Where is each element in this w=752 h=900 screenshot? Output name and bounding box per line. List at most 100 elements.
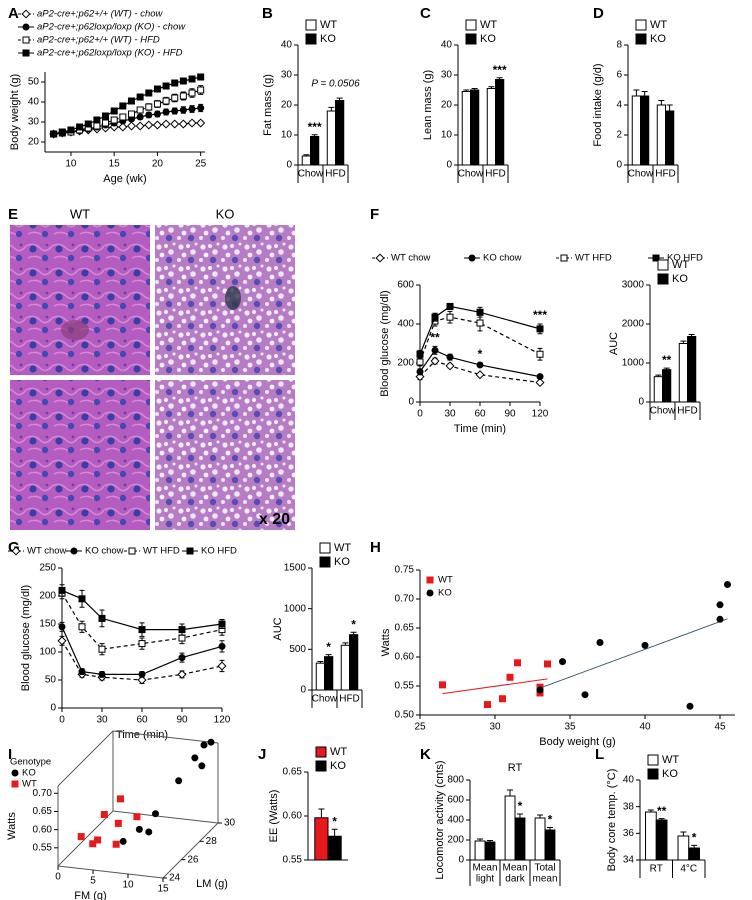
marker — [98, 670, 106, 678]
marker — [78, 595, 86, 603]
error-bar — [331, 828, 338, 837]
x-tick-label: 25 — [195, 159, 207, 170]
y-tick-label: 0 — [300, 685, 306, 696]
bar — [470, 89, 480, 166]
marker — [102, 112, 110, 120]
y-tick-label: 600 — [397, 280, 414, 291]
legend-swatch — [319, 556, 331, 568]
marker — [102, 119, 110, 127]
marker — [499, 695, 506, 703]
marker — [196, 118, 206, 128]
marker — [217, 661, 227, 671]
significance: *** — [533, 308, 547, 322]
histology-image — [10, 225, 150, 375]
marker — [171, 79, 179, 87]
histology-image — [155, 225, 295, 375]
y-tick-label: 3000 — [622, 280, 645, 291]
legend-label: KO — [672, 273, 688, 285]
bar — [474, 840, 486, 861]
box-edge — [162, 822, 219, 879]
marker — [119, 113, 127, 121]
x-tick-label: RT — [650, 864, 663, 875]
y-tick-label: 4 — [616, 100, 622, 111]
x-tick-label: HFD — [325, 169, 346, 180]
legend-swatch — [647, 768, 659, 780]
legend-swatch — [657, 259, 669, 271]
marker — [138, 670, 146, 678]
bar — [688, 847, 700, 861]
x-tick-label: 30 — [444, 409, 456, 420]
legend-label: WT — [650, 19, 667, 31]
magnification: x 20 — [259, 511, 290, 528]
marker — [476, 319, 484, 327]
y-tick-label: 0.70 — [33, 788, 53, 799]
marker — [76, 123, 84, 131]
series-line — [61, 592, 223, 650]
x-tick-label: Chow — [298, 169, 324, 180]
marker — [93, 116, 101, 124]
bar — [315, 662, 325, 691]
y-tick-label: 40 — [281, 40, 293, 51]
marker — [171, 94, 179, 102]
marker — [198, 762, 206, 770]
y-tick-label: 30 — [441, 70, 453, 81]
x-tick-label: 60 — [136, 715, 148, 726]
x-tick-label: 0 — [417, 409, 423, 420]
y-tick-label: 0.65 — [33, 806, 53, 817]
marker — [89, 840, 97, 848]
error-bar — [507, 789, 514, 796]
marker — [416, 350, 424, 358]
marker — [191, 754, 199, 762]
histology-image — [10, 380, 150, 530]
marker — [179, 106, 187, 114]
legend-title: Genotype — [10, 757, 51, 768]
panel-letter: G — [8, 539, 20, 556]
panel-letter: B — [262, 5, 273, 22]
marker — [446, 353, 454, 361]
x-tick-label: light — [476, 874, 495, 885]
legend-label: KO chow — [483, 253, 522, 264]
x-tick-label: Chow — [458, 169, 484, 180]
marker — [431, 346, 439, 354]
marker — [178, 626, 186, 634]
marker — [152, 120, 162, 130]
error-bar — [641, 91, 648, 96]
y-tick-label: 30 — [28, 117, 40, 128]
marker — [476, 361, 484, 369]
y-tick-label: 0.60 — [395, 652, 415, 663]
y-tick-label: 0 — [50, 703, 56, 714]
legend-marker — [22, 36, 30, 44]
legend-marker — [22, 49, 30, 57]
marker — [179, 77, 187, 85]
marker — [98, 645, 106, 653]
marker — [535, 377, 545, 388]
x-tick-label: Chow — [650, 406, 676, 417]
significance: * — [518, 799, 523, 813]
legend-swatch — [305, 33, 317, 45]
legend-swatch — [465, 33, 477, 45]
marker — [536, 373, 544, 381]
y-tick-label: 0 — [446, 160, 452, 171]
legend-swatch — [305, 19, 317, 31]
y-tick-label: 10 — [441, 130, 453, 141]
significance: ** — [657, 804, 667, 818]
marker — [484, 701, 491, 709]
marker — [145, 103, 153, 111]
legend-marker — [128, 547, 136, 555]
marker — [137, 675, 147, 685]
marker — [197, 104, 205, 112]
bar — [504, 795, 516, 861]
marker — [188, 105, 196, 113]
marker — [58, 586, 66, 594]
y-tick-label: 0.50 — [395, 710, 415, 721]
marker — [218, 620, 226, 628]
y-tick-label: 2 — [616, 130, 622, 141]
y-tick-label: 38 — [623, 801, 635, 812]
marker — [118, 122, 128, 132]
y-tick-label: 400 — [447, 815, 464, 826]
marker — [50, 130, 58, 138]
marker — [178, 119, 188, 129]
significance: * — [478, 347, 483, 361]
panel-letter: A — [8, 5, 19, 22]
